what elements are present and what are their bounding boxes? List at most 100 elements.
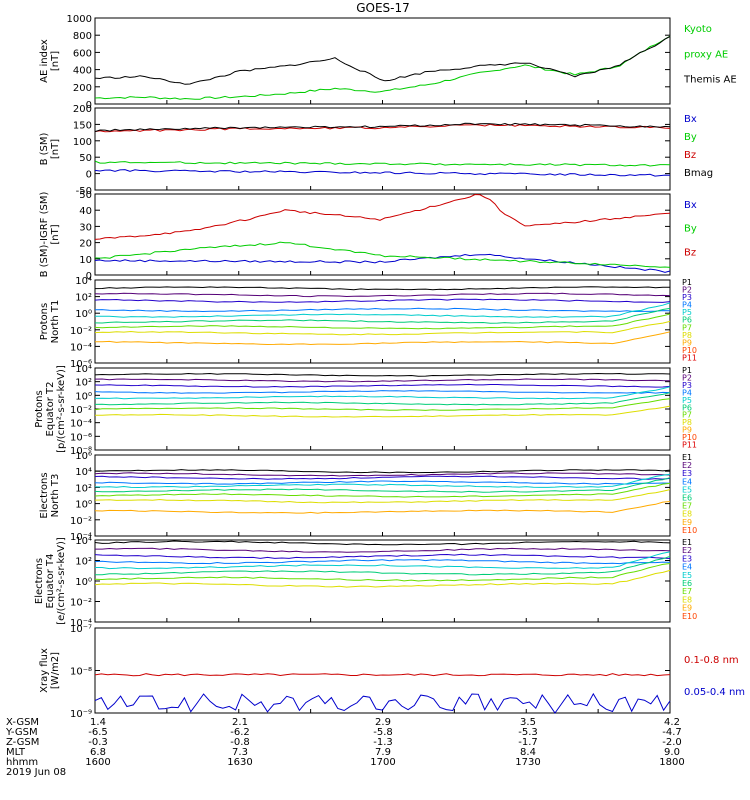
series-line bbox=[94, 501, 671, 514]
y-tick-label: 10⁴ bbox=[75, 276, 92, 287]
xaxis-value: 7.3 bbox=[232, 747, 248, 758]
panel-frame bbox=[94, 193, 671, 276]
xaxis-row-label: Z-GSM bbox=[6, 737, 39, 748]
xaxis-value: 4.2 bbox=[664, 717, 680, 728]
legend-P8: P8 bbox=[682, 418, 692, 427]
y-axis-label: [nT] bbox=[50, 51, 61, 71]
y-tick-label: 10⁻⁴ bbox=[70, 618, 92, 629]
y-tick-label: 100 bbox=[73, 137, 92, 148]
y-axis-label: Electrons bbox=[34, 558, 45, 604]
series-line bbox=[94, 36, 671, 85]
xaxis-row-label: X-GSM bbox=[6, 717, 39, 728]
legend-P9: P9 bbox=[682, 338, 692, 347]
xaxis-value: 3.5 bbox=[520, 717, 536, 728]
legend-P4: P4 bbox=[682, 388, 692, 397]
panel-8: 10⁻⁷ 10⁻⁸ 10⁻⁹ Xray flux [W/m2] 0.1-0.8 nm 0.0… bbox=[39, 624, 745, 720]
y-tick-label: 30 bbox=[79, 222, 92, 233]
legend-P7: P7 bbox=[682, 411, 692, 420]
xaxis-value: 1700 bbox=[370, 757, 395, 768]
xaxis-value: 1800 bbox=[659, 757, 684, 768]
legend-2: 0.05-0.4 nm bbox=[684, 687, 745, 698]
y-tick-label: 10⁻² bbox=[70, 326, 92, 337]
y-tick-label: 10⁻⁴ bbox=[70, 342, 92, 353]
legend-E7: E7 bbox=[682, 502, 692, 511]
legend-4: Bmag bbox=[684, 168, 713, 179]
series-line bbox=[94, 475, 671, 480]
y-tick-label: 10⁴ bbox=[75, 536, 92, 547]
y-axis-label: B (SM) bbox=[39, 132, 50, 165]
legend-E10: E10 bbox=[682, 612, 697, 621]
series-line bbox=[94, 320, 671, 336]
legend-1: Kyoto bbox=[684, 24, 712, 35]
series-line bbox=[94, 563, 671, 582]
y-tick-label: 10⁻⁸ bbox=[70, 667, 92, 678]
y-tick-label: 10⁻⁶ bbox=[70, 359, 92, 370]
legend-E3: E3 bbox=[682, 554, 692, 563]
xaxis-value: 1730 bbox=[515, 757, 540, 768]
legend-E2: E2 bbox=[682, 546, 692, 555]
y-tick-label: 10⁻⁸ bbox=[70, 446, 92, 457]
y-axis-label: Equator T2 bbox=[45, 382, 56, 437]
series-line bbox=[94, 405, 671, 418]
legend-P1: P1 bbox=[682, 278, 692, 287]
series-line bbox=[94, 386, 671, 400]
xaxis-row-label: hhmm bbox=[6, 757, 38, 768]
legend-E8: E8 bbox=[682, 510, 692, 519]
xaxis-value: 9.0 bbox=[664, 747, 680, 758]
legend-E7: E7 bbox=[682, 587, 692, 596]
legend-P3: P3 bbox=[682, 381, 692, 390]
y-tick-label: 40 bbox=[79, 206, 92, 217]
y-tick-label: 10² bbox=[75, 483, 92, 494]
y-tick-label: 10⁻² bbox=[70, 516, 92, 527]
series-line bbox=[94, 292, 671, 298]
series-line bbox=[94, 569, 671, 588]
y-tick-label: 1000 bbox=[67, 14, 92, 25]
chart-title: GOES-17 bbox=[356, 1, 410, 15]
y-tick-label: 10⁰ bbox=[75, 577, 92, 588]
legend-2: proxy AE bbox=[684, 49, 728, 60]
panel-frame bbox=[94, 627, 671, 714]
legend-P6: P6 bbox=[682, 403, 692, 412]
xaxis-value: 1.4 bbox=[90, 717, 106, 728]
panel-frame bbox=[94, 107, 671, 191]
xaxis-value: 7.9 bbox=[375, 747, 391, 758]
xaxis-value: -1.3 bbox=[373, 737, 393, 748]
panel-2: 200 150 100 50 0 -50 B (SM) [nT] Bx By Bz Bmag bbox=[39, 104, 713, 197]
panel-5: 10⁴ 10² 10⁰ 10⁻² 10⁻⁴ 10⁻⁶ 10⁻⁸ Protons Equator … bbox=[34, 364, 697, 457]
legend-P9: P9 bbox=[682, 426, 692, 435]
legend-E5: E5 bbox=[682, 571, 692, 580]
y-tick-label: 10⁻² bbox=[70, 405, 92, 416]
legend-P5: P5 bbox=[682, 396, 692, 405]
xaxis-value: 1630 bbox=[227, 757, 252, 768]
y-tick-label: 10² bbox=[75, 557, 92, 568]
legend-P5: P5 bbox=[682, 308, 692, 317]
y-axis-label: North T1 bbox=[50, 300, 61, 344]
legend-P11: P11 bbox=[682, 353, 697, 362]
y-axis-label: B (SM)-IGRF (SM) bbox=[39, 192, 50, 278]
y-axis-label: [nT] bbox=[50, 139, 61, 159]
xaxis-value: -2.0 bbox=[662, 737, 682, 748]
legend-E6: E6 bbox=[682, 494, 692, 503]
y-tick-label: 10⁶ bbox=[75, 451, 92, 462]
y-tick-label: 10⁻⁴ bbox=[70, 532, 92, 543]
y-axis-label: [e/(cm²-s-sr-keV)] bbox=[56, 537, 67, 625]
legend-P10: P10 bbox=[682, 433, 697, 442]
y-tick-label: 10⁻⁷ bbox=[70, 624, 92, 635]
xaxis-value: 6.8 bbox=[90, 747, 106, 758]
panel-1: 1000 800 600 400 200 0 AE index [nT] Kyoto proxy … bbox=[39, 14, 737, 111]
y-axis-label: Xray flux bbox=[39, 648, 50, 693]
legend-P2: P2 bbox=[682, 286, 692, 295]
legend-3: Themis AE bbox=[683, 75, 737, 86]
series-line bbox=[94, 473, 671, 489]
series-line bbox=[94, 286, 671, 291]
y-axis-label: [W/m2] bbox=[50, 652, 61, 689]
series-line bbox=[94, 398, 671, 411]
series-line bbox=[94, 307, 671, 324]
series-line bbox=[94, 392, 671, 406]
series-line bbox=[94, 383, 671, 388]
y-tick-label: 50 bbox=[79, 190, 92, 201]
panel-4: 10⁴ 10² 10⁰ 10⁻² 10⁻⁴ 10⁻⁶ Protons North T1 P1P2… bbox=[39, 276, 697, 370]
xaxis-date: 2019 Jun 08 bbox=[6, 767, 66, 778]
y-tick-label: 10² bbox=[75, 293, 92, 304]
